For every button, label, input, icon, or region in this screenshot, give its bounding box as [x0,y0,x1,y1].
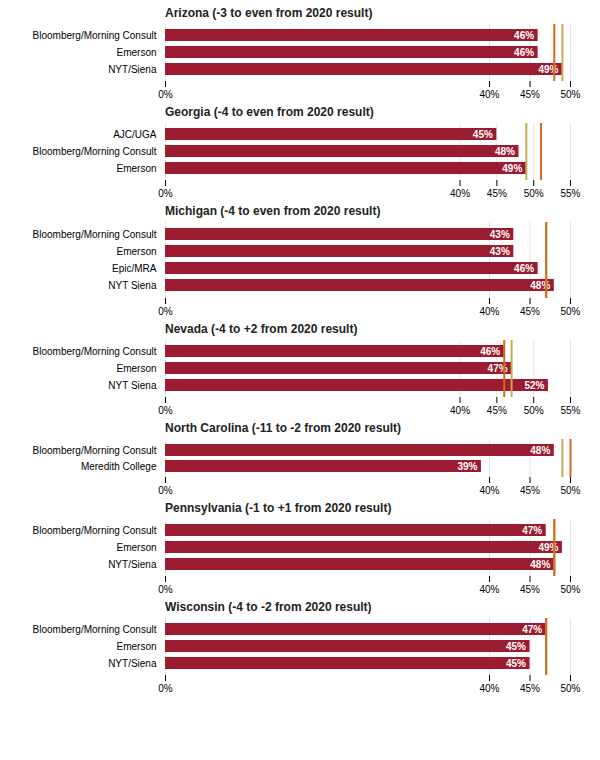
svg-text:Emerson: Emerson [116,641,156,652]
svg-text:55%: 55% [560,405,580,415]
svg-text:40%: 40% [479,306,499,316]
svg-text:NYT Siena: NYT Siena [108,380,157,391]
svg-text:45%: 45% [487,405,507,415]
svg-text:50%: 50% [560,584,580,594]
svg-text:Bloomberg/Morning Consult: Bloomberg/Morning Consult [33,30,157,41]
svg-text:49%: 49% [538,542,558,553]
svg-text:45%: 45% [487,188,507,198]
svg-text:50%: 50% [560,485,580,495]
svg-text:50%: 50% [524,188,544,198]
svg-text:45%: 45% [520,683,540,693]
svg-text:40%: 40% [450,188,470,198]
svg-text:Emerson: Emerson [116,363,156,374]
svg-text:Emerson: Emerson [116,47,156,58]
svg-text:48%: 48% [530,559,550,570]
svg-text:47%: 47% [522,525,542,536]
svg-text:40%: 40% [450,405,470,415]
svg-text:50%: 50% [560,683,580,693]
svg-text:46%: 46% [514,30,534,41]
svg-text:Emerson: Emerson [116,246,156,257]
svg-text:45%: 45% [506,658,526,669]
html-text:Wisconsin (-4 to -2 from 2020: Wisconsin (-4 to -2 from 2020 result) [165,600,372,614]
svg-text:48%: 48% [530,280,550,291]
svg-text:Bloomberg/Morning Consult: Bloomberg/Morning Consult [33,346,157,357]
svg-text:43%: 43% [490,229,510,240]
svg-text:49%: 49% [538,64,558,75]
svg-text:45%: 45% [506,641,526,652]
html-text:North Carolina (-11 to -2 from: North Carolina (-11 to -2 from 2020 resu… [165,421,402,435]
svg-text:Bloomberg/Morning Consult: Bloomberg/Morning Consult [33,146,157,157]
svg-text:40%: 40% [479,683,499,693]
svg-text:0%: 0% [158,485,173,495]
svg-text:NYT/Siena: NYT/Siena [108,64,157,75]
svg-text:40%: 40% [479,485,499,495]
svg-text:Meredith College: Meredith College [81,461,157,472]
html-text:Pennsylvania (-1 to +1 from 20: Pennsylvania (-1 to +1 from 2020 result) [165,501,392,515]
svg-text:50%: 50% [560,89,580,99]
svg-text:Bloomberg/Morning Consult: Bloomberg/Morning Consult [33,525,157,536]
svg-text:40%: 40% [479,89,499,99]
svg-text:0%: 0% [158,405,173,415]
svg-text:NYT/Siena: NYT/Siena [108,559,157,570]
svg-text:Epic/MRA: Epic/MRA [112,263,157,274]
svg-text:0%: 0% [158,584,173,594]
svg-text:50%: 50% [524,405,544,415]
svg-text:46%: 46% [514,47,534,58]
svg-text:55%: 55% [560,188,580,198]
svg-text:Emerson: Emerson [116,542,156,553]
svg-text:AJC/UGA: AJC/UGA [113,129,157,140]
svg-text:Bloomberg/Morning Consult: Bloomberg/Morning Consult [33,445,157,456]
svg-text:Bloomberg/Morning Consult: Bloomberg/Morning Consult [33,229,157,240]
svg-text:45%: 45% [520,584,540,594]
svg-text:Emerson: Emerson [116,163,156,174]
svg-text:47%: 47% [522,624,542,635]
svg-text:45%: 45% [520,89,540,99]
svg-text:45%: 45% [473,129,493,140]
svg-text:50%: 50% [560,306,580,316]
html-text:Nevada (-4 to +2 from 2020 res: Nevada (-4 to +2 from 2020 result) [165,322,358,336]
svg-text:39%: 39% [457,461,477,472]
svg-text:0%: 0% [158,306,173,316]
svg-text:49%: 49% [502,163,522,174]
svg-text:46%: 46% [480,346,500,357]
svg-text:0%: 0% [158,188,173,198]
svg-text:45%: 45% [520,306,540,316]
svg-text:46%: 46% [514,263,534,274]
html-text:Michigan (-4 to even from 2020: Michigan (-4 to even from 2020 result) [165,204,381,218]
html-text:Georgia (-4 to even from 2020: Georgia (-4 to even from 2020 result) [165,105,374,119]
svg-text:48%: 48% [495,146,515,157]
svg-text:45%: 45% [520,485,540,495]
svg-text:0%: 0% [158,683,173,693]
svg-text:NYT Siena: NYT Siena [108,280,157,291]
svg-text:Bloomberg/Morning Consult: Bloomberg/Morning Consult [33,624,157,635]
svg-text:0%: 0% [158,89,173,99]
html-text:Arizona (-3 to even from 2020: Arizona (-3 to even from 2020 result) [165,6,373,20]
svg-text:47%: 47% [487,362,508,374]
svg-text:NYT/Siena: NYT/Siena [108,658,157,669]
svg-text:48%: 48% [530,445,550,456]
svg-text:52%: 52% [524,380,544,391]
svg-text:43%: 43% [490,246,510,257]
svg-text:40%: 40% [479,584,499,594]
